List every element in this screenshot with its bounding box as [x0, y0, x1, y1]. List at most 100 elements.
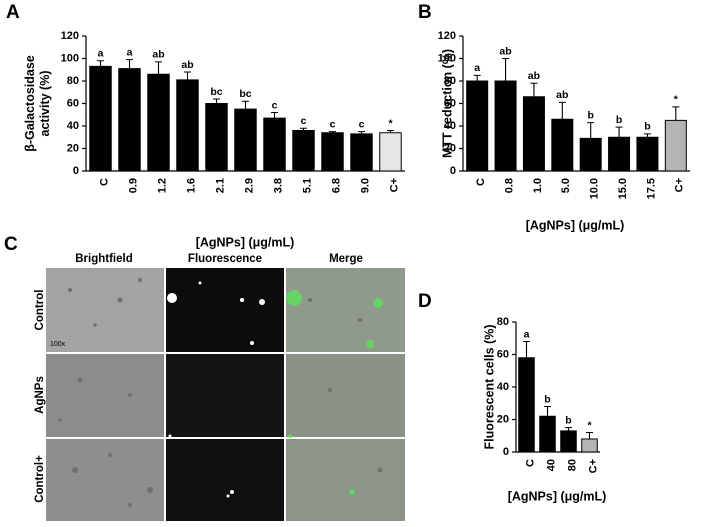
- error-bar: [502, 57, 510, 81]
- x-tick-label: C+: [587, 459, 599, 473]
- column-header: Fluorescence: [188, 253, 262, 265]
- error-bar: [300, 127, 307, 131]
- error-bar: [271, 111, 278, 119]
- bar: [551, 118, 574, 172]
- y-tick-label: 20: [67, 142, 79, 154]
- bar: [522, 96, 545, 172]
- error-bar: [587, 122, 595, 139]
- bar: [176, 79, 199, 172]
- annotation: *: [674, 94, 679, 106]
- annotation: ab: [528, 70, 540, 82]
- row-header: AgNPs: [34, 376, 46, 414]
- bar: [234, 108, 257, 172]
- bar: [321, 132, 344, 172]
- bar: [539, 415, 556, 453]
- annotation: c: [301, 115, 307, 127]
- annotation: ab: [499, 45, 511, 57]
- annotation: bc: [210, 86, 222, 98]
- y-tick-label: 20: [444, 142, 456, 154]
- bar: [263, 117, 286, 172]
- x-tick-label: 5.1: [301, 178, 313, 193]
- panel-label: D: [418, 291, 432, 312]
- magnification: 100x: [50, 341, 66, 348]
- annotation: ab: [181, 59, 193, 71]
- x-tick-label: 6.8: [330, 178, 342, 193]
- x-tick-label: 3.8: [272, 178, 284, 193]
- x-tick-label: 2.1: [214, 178, 226, 193]
- fluorescent-spots: [167, 281, 265, 498]
- annotation: *: [587, 419, 592, 431]
- error-bar: [544, 405, 551, 417]
- annotation: a: [98, 48, 104, 60]
- image: [166, 354, 284, 437]
- error-bar: [523, 340, 530, 358]
- y-tick-label: 0: [450, 165, 456, 177]
- x-tick-label: C: [475, 178, 487, 186]
- annotation: ab: [152, 49, 164, 61]
- y-tick-label: 120: [438, 30, 456, 42]
- image: [286, 439, 405, 521]
- panel-label: C: [4, 234, 18, 255]
- error-bar: [586, 431, 593, 439]
- error-bar: [615, 126, 623, 138]
- y-axis-label: Fluorescent cells (%): [482, 324, 496, 449]
- y-tick-label: 0: [503, 446, 509, 458]
- y-axis-label: MTT reduction (%): [440, 49, 454, 158]
- y-tick-label: 20: [497, 413, 509, 425]
- image: [166, 268, 284, 352]
- y-tick-label: 60: [497, 348, 509, 360]
- y-tick-label: 80: [67, 75, 79, 87]
- annotation: *: [388, 117, 393, 129]
- x-tick-label: C+: [388, 178, 400, 192]
- annotation: a: [474, 62, 480, 74]
- bar: [579, 137, 602, 172]
- bar: [581, 438, 598, 453]
- y-tick-label: 60: [67, 97, 79, 109]
- annotation: c: [359, 118, 365, 130]
- x-tick-label: 80: [566, 459, 578, 471]
- micrographs: Brightfield Fluorescence Merge Control A…: [34, 253, 405, 521]
- x-tick-label: C: [98, 178, 110, 186]
- y-tick-label: 80: [497, 316, 509, 328]
- image: [46, 354, 164, 437]
- y-tick-label: 40: [444, 120, 456, 132]
- bar: [350, 133, 373, 172]
- error-bar: [242, 100, 249, 110]
- error-bar: [155, 61, 162, 75]
- bar: [205, 103, 228, 172]
- bar: [89, 65, 112, 172]
- x-tick-label: C: [524, 459, 536, 467]
- x-tick-label: 1.2: [156, 178, 168, 193]
- y-tick-label: 60: [444, 97, 456, 109]
- error-bar: [530, 82, 538, 97]
- annotation: b: [565, 414, 571, 426]
- y-tick-label: 120: [61, 30, 79, 42]
- bar: [664, 119, 687, 172]
- error-bar: [565, 427, 572, 431]
- panel-label: B: [418, 2, 432, 23]
- row-header: Control+: [34, 455, 46, 503]
- merge-spots: [286, 290, 383, 495]
- error-bar: [97, 60, 104, 67]
- x-axis-label: [AgNPs] (μg/mL): [196, 235, 295, 249]
- bar: [466, 80, 489, 172]
- error-bar: [126, 59, 133, 69]
- panel-label: A: [6, 2, 20, 23]
- bar: [118, 68, 141, 172]
- error-bar: [213, 98, 220, 104]
- column-header: Merge: [329, 253, 363, 265]
- annotation: a: [127, 46, 133, 58]
- column-header: Brightfield: [75, 253, 133, 265]
- bar: [636, 136, 659, 172]
- error-bar: [473, 74, 481, 81]
- annotation: bc: [239, 88, 251, 100]
- bar: [518, 357, 535, 453]
- image: [286, 354, 405, 437]
- image: [46, 268, 164, 352]
- y-tick-label: 100: [438, 52, 456, 64]
- annotation: ab: [556, 89, 568, 101]
- x-tick-label: 17.5: [645, 178, 657, 199]
- error-bar: [358, 131, 365, 134]
- y-tick-label: 100: [61, 52, 79, 64]
